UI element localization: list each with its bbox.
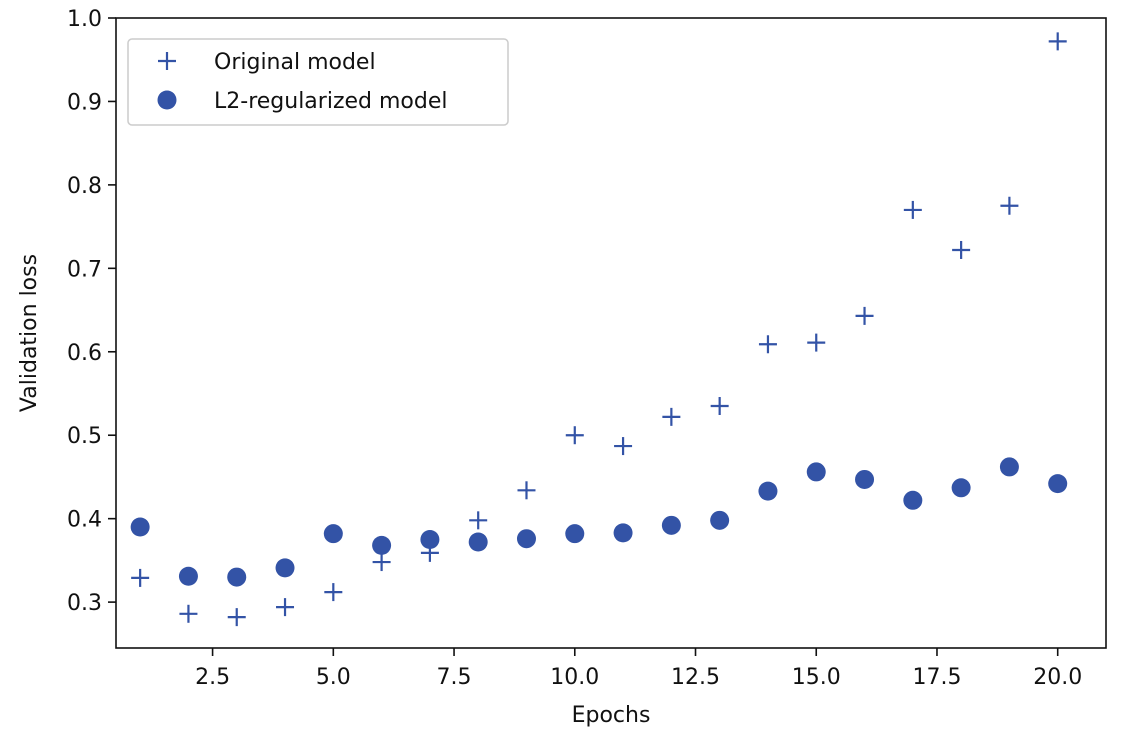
legend-label: Original model	[214, 50, 376, 75]
l2-regularized-model-point	[323, 524, 343, 544]
y-axis-title: Validation loss	[17, 254, 42, 412]
original-model-point	[1048, 32, 1067, 51]
original-model-point	[758, 335, 777, 354]
original-model-point	[324, 583, 343, 602]
original-model-point	[614, 437, 633, 456]
original-model-point	[469, 511, 488, 530]
original-model-point	[179, 604, 198, 623]
l2-regularized-model-point	[275, 558, 295, 578]
l2-regularized-model-point	[565, 524, 585, 544]
x-tick-label: 12.5	[671, 665, 720, 690]
l2-regularized-model-point	[468, 532, 488, 552]
x-axis-title: Epochs	[572, 703, 651, 728]
x-tick-label: 5.0	[316, 665, 351, 690]
legend-label: L2-regularized model	[214, 89, 448, 114]
x-axis: 2.5 5.0 7.5 10.0 12.5 15.0 17.5 20.0	[195, 648, 1082, 690]
y-tick-label: 0.3	[67, 591, 102, 616]
y-tick-label: 0.4	[67, 508, 102, 533]
x-tick-label: 2.5	[195, 665, 230, 690]
l2-regularized-model-point	[1048, 474, 1068, 494]
y-tick-label: 0.9	[67, 90, 102, 115]
original-model-point	[952, 240, 971, 259]
original-model-point	[855, 306, 874, 325]
l2-regularized-model-point	[130, 517, 150, 537]
original-model-point	[1000, 196, 1019, 215]
l2-regularized-model-point	[951, 478, 971, 498]
l2-regularized-model-point	[420, 530, 440, 550]
y-tick-label: 0.5	[67, 424, 102, 449]
legend-marker-plus	[158, 52, 176, 70]
original-model-point	[517, 481, 536, 500]
original-model-point	[372, 553, 391, 572]
original-model-point	[903, 200, 922, 219]
l2-regularized-model-point	[999, 457, 1019, 477]
l2-regularized-model-point	[178, 566, 198, 586]
original-model-point	[807, 333, 826, 352]
l2-regularized-model-point	[710, 510, 730, 530]
legend-box	[127, 38, 509, 126]
original-model-point	[565, 426, 584, 445]
x-tick-label: 17.5	[912, 665, 961, 690]
plot-marks	[130, 32, 1068, 627]
l2-regularized-model-point	[855, 469, 875, 489]
l2-regularized-model-point	[613, 523, 633, 543]
original-model-point	[662, 407, 681, 426]
original-model-point	[227, 608, 246, 627]
x-tick-label: 10.0	[550, 665, 599, 690]
plot-frame	[115, 17, 1107, 649]
y-tick-label: 0.8	[67, 174, 102, 199]
l2-regularized-model-point	[758, 481, 778, 501]
legend: Original model L2-regularized model	[127, 38, 509, 126]
y-tick-label: 0.7	[67, 257, 102, 282]
l2-regularized-model-point	[227, 567, 247, 587]
y-tick-label: 1.0	[67, 7, 102, 32]
l2-regularized-model-point	[516, 529, 536, 549]
y-tick-label: 0.6	[67, 341, 102, 366]
l2-regularized-model-point	[806, 462, 826, 482]
original-model-point	[131, 568, 150, 587]
legend-marker-circle	[157, 90, 177, 110]
original-model-point	[710, 397, 729, 416]
original-model-point	[276, 598, 295, 617]
l2-regularized-model-point	[661, 515, 681, 535]
y-axis: 0.3 0.4 0.5 0.6 0.7 0.8 0.9 1.0	[67, 7, 116, 616]
x-tick-label: 20.0	[1033, 665, 1082, 690]
l2-regularized-model-point	[903, 490, 923, 510]
x-tick-label: 7.5	[437, 665, 472, 690]
x-tick-label: 15.0	[792, 665, 841, 690]
l2-regularized-model-point	[372, 535, 392, 555]
